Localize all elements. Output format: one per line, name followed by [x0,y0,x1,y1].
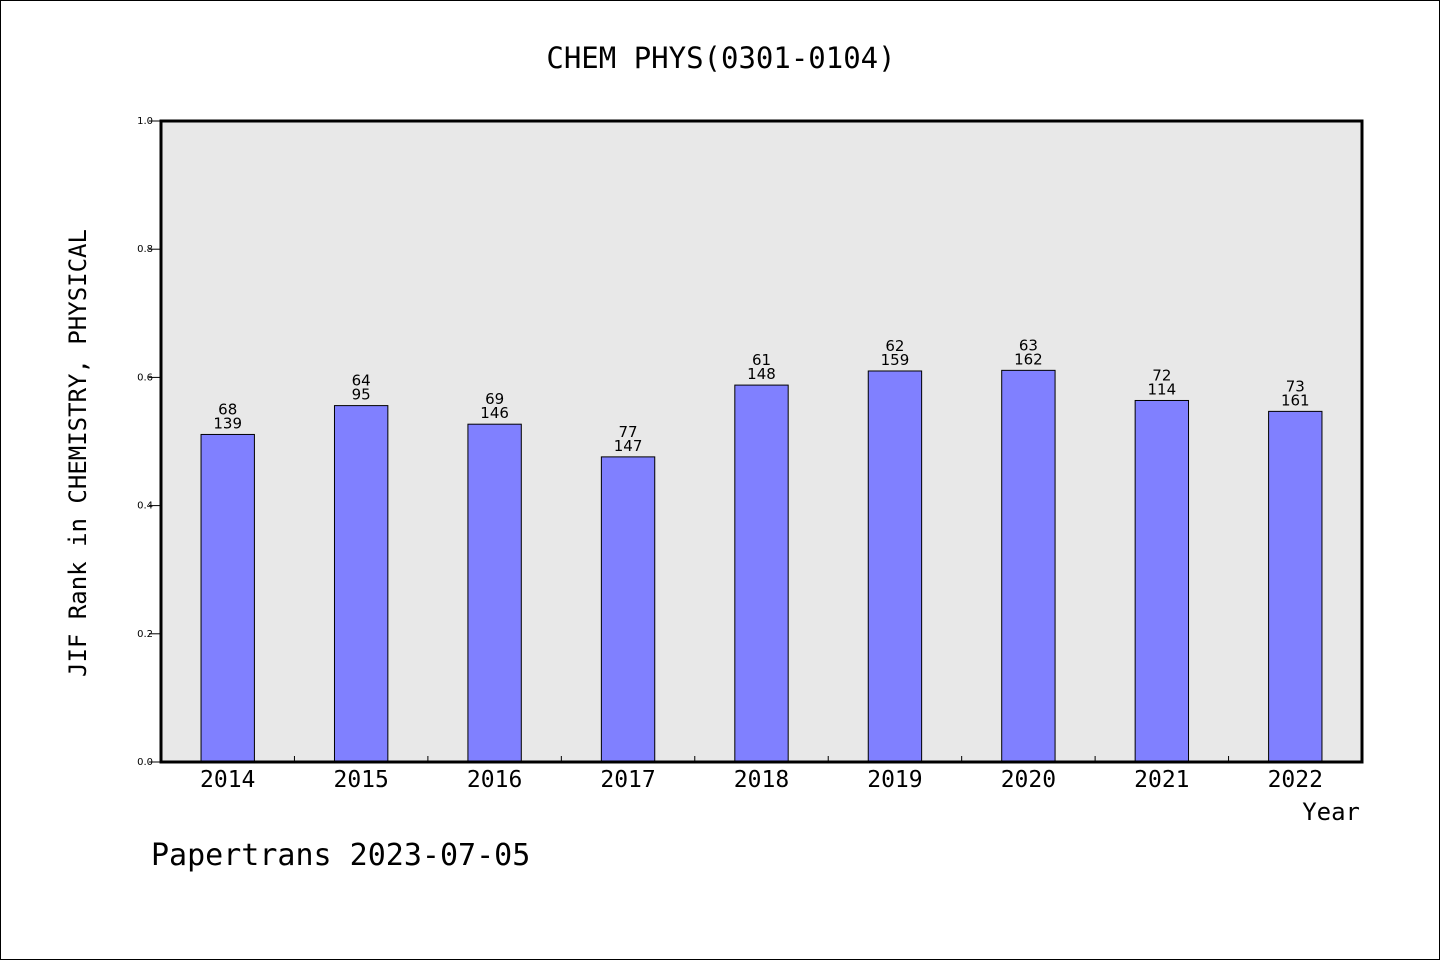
bar-2018 [734,384,789,763]
footer-text: Papertrans 2023-07-05 [151,838,530,873]
total-label-2019: 159 [881,351,910,369]
rank-label-2019: 62 [885,337,904,355]
rank-label-2021: 72 [1152,366,1171,384]
bars-layer [200,369,1323,763]
x-tick-label-2016: 2016 [467,767,522,793]
y-tick-label: 0.2 [137,629,153,640]
y-tick-label: 0.4 [137,501,153,512]
bar-2017 [600,456,656,763]
bar-2020 [1001,369,1056,763]
total-label-2016: 146 [480,404,509,422]
rank-label-2014: 68 [218,400,237,418]
y-axis-ticks: 0.0 0.2 0.4 0.6 0.8 1.0 [137,116,161,768]
chart-title: CHEM PHYS(0301-0104) [546,41,895,75]
x-axis-label: Year [1302,798,1360,826]
bar-2015 [333,405,389,763]
x-tick-label-2021: 2021 [1134,767,1189,793]
y-tick-label: 1.0 [137,116,153,127]
rank-label-2016: 69 [485,390,504,408]
x-tick-label-2022: 2022 [1268,767,1323,793]
bar-2021 [1134,399,1190,763]
rank-label-2020: 63 [1019,336,1038,354]
x-tick-label-2020: 2020 [1001,767,1056,793]
total-label-2021: 114 [1148,380,1177,398]
rank-label-2017: 77 [619,423,638,441]
total-label-2022: 161 [1281,391,1310,409]
total-label-2020: 162 [1014,350,1043,368]
bar-2019 [867,370,923,763]
total-label-2018: 148 [747,365,776,383]
rank-label-2022: 73 [1286,377,1305,395]
x-tick-label-2014: 2014 [200,767,255,793]
bar-2014 [200,433,255,763]
rank-label-2015: 64 [352,372,371,390]
plot-border [159,119,1364,764]
total-label-2014: 139 [213,414,242,432]
bar-2022 [1268,410,1323,763]
bar-2016 [467,423,522,763]
total-label-2017: 147 [614,437,643,455]
x-axis-ticks: 2014 2015 2016 2017 2018 2019 2020 2021 2022 [200,756,1323,793]
total-label-2015: 95 [352,386,371,404]
y-axis-label: JIF Rank in CHEMISTRY, PHYSICAL [64,229,92,677]
x-tick-label-2015: 2015 [333,767,388,793]
y-tick-label: 0.0 [137,757,153,768]
x-tick-label-2019: 2019 [867,767,922,793]
y-tick-label: 0.6 [137,372,153,383]
x-tick-label-2018: 2018 [734,767,789,793]
y-tick-label: 0.8 [137,244,153,255]
rank-label-2018: 61 [752,351,771,369]
x-tick-label-2017: 2017 [600,767,655,793]
